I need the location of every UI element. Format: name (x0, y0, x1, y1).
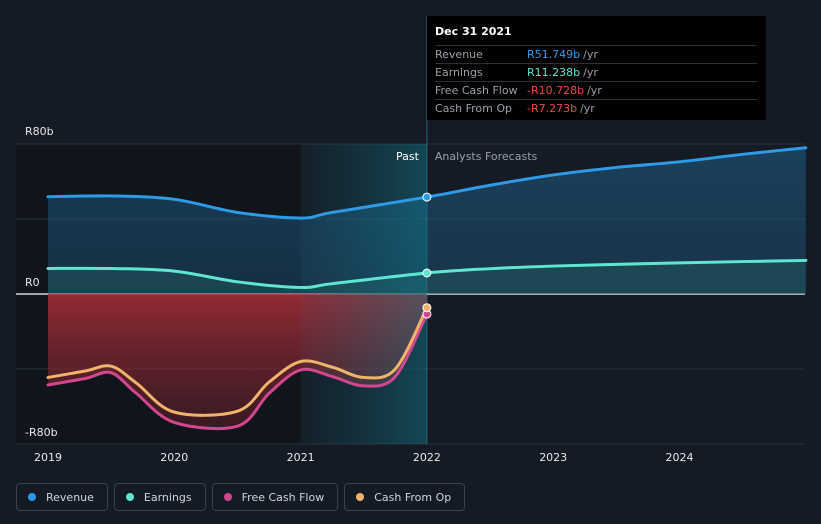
axis-labels: R80b R0 -R80b 2019 2020 2021 2022 2023 2024 Past A… (25, 125, 694, 464)
hover-dots (422, 192, 432, 319)
free-cash-flow-line (46, 312, 429, 431)
tooltip-row-label: Revenue (435, 48, 483, 61)
x-tick-label: 2023 (539, 451, 567, 464)
tooltip-date: Dec 31 2021 (435, 25, 512, 38)
legend-label: Free Cash Flow (241, 490, 325, 504)
tooltip-row-value: -R7.273b (527, 102, 578, 115)
y-tick-label: R80b (25, 125, 54, 138)
legend-label: Revenue (46, 490, 94, 504)
legend-label: Cash From Op (374, 490, 452, 504)
cash-from-op-hover-dot (422, 303, 432, 313)
legend-dot-icon (28, 493, 36, 501)
tooltip-row-unit: /yr (587, 84, 602, 97)
analysts-forecasts-label: Analysts Forecasts (435, 150, 538, 163)
tooltip-row-unit: /yr (583, 66, 598, 79)
x-tick-label: 2019 (34, 451, 62, 464)
tooltip-row-value: -R10.728b (527, 84, 585, 97)
legend-item-free-cash-flow[interactable]: Free Cash Flow (211, 483, 339, 511)
x-tick-label: 2021 (287, 451, 315, 464)
tooltip-row-label: Free Cash Flow (435, 84, 518, 97)
hover-highlight-band (300, 144, 427, 444)
y-tick-label: -R80b (25, 426, 58, 439)
legend-item-revenue[interactable]: Revenue (16, 483, 108, 511)
legend-dot-icon (125, 493, 134, 501)
tooltip-row-value: R11.238b (527, 66, 581, 79)
cash-from-op-line (46, 306, 429, 417)
x-tick-label: 2020 (160, 451, 188, 464)
tooltip-row: Revenue R51.749b/yr (435, 45, 757, 63)
tooltip-row: Earnings R11.238b/yr (435, 63, 757, 81)
tooltip-row-unit: /yr (580, 102, 595, 115)
legend-dot-icon (223, 493, 232, 501)
legend-dot-icon (356, 493, 365, 501)
hover-tooltip: Dec 31 2021 Revenue R51.749b/yr Earnings R1… (427, 16, 766, 120)
revenue-hover-dot (422, 192, 432, 202)
tooltip-row: Cash From Op -R7.273b/yr (435, 99, 757, 117)
y-tick-label: R0 (25, 276, 40, 289)
x-tick-label: 2024 (666, 451, 694, 464)
tooltip-row-value: R51.749b (527, 48, 581, 61)
earnings-hover-dot (422, 268, 432, 278)
legend-label: Earnings (143, 490, 192, 504)
tooltip-row-label: Cash From Op (435, 102, 513, 115)
legend-item-earnings[interactable]: Earnings (113, 483, 206, 511)
legend-item-cash-from-op[interactable]: Cash From Op (344, 483, 466, 511)
legend: Revenue Earnings Free Cash Flow Cash From O… (16, 483, 466, 511)
tooltip-row-label: Earnings (435, 66, 483, 79)
past-label: Past (396, 150, 420, 163)
tooltip-row: Free Cash Flow -R10.728b/yr (435, 81, 757, 99)
x-tick-label: 2022 (413, 451, 441, 464)
tooltip-row-unit: /yr (583, 48, 598, 61)
